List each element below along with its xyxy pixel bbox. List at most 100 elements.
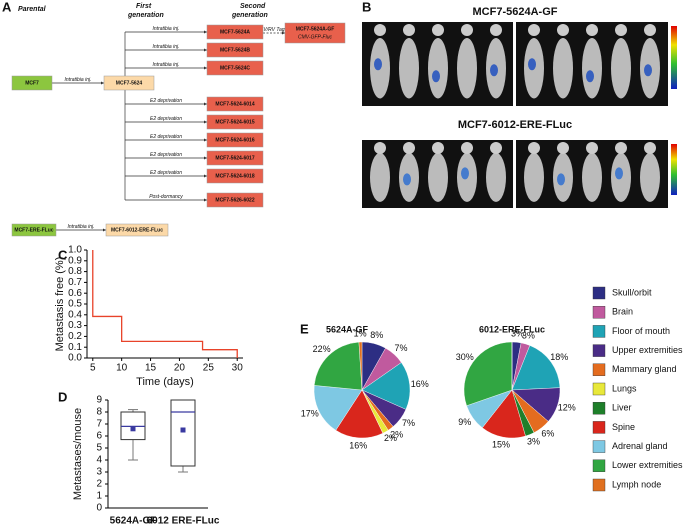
node-box	[206, 168, 264, 184]
edge-label: E2 deprivation	[150, 170, 182, 176]
arrowhead	[103, 228, 106, 232]
edge-label: Intratibia inj.	[153, 62, 180, 68]
y-tick-label: 3	[96, 467, 102, 478]
panel-label: D	[58, 389, 67, 404]
mouse-head	[615, 24, 627, 36]
slice-label: 7%	[402, 418, 415, 428]
color-scale	[671, 144, 677, 195]
node-box	[284, 22, 346, 44]
legend-swatch	[592, 382, 606, 396]
node-sublabel: CMV-GFP-Fluc	[298, 34, 332, 40]
arrowhead	[204, 198, 207, 202]
mouse-head	[432, 142, 444, 154]
legend-swatch	[592, 402, 606, 415]
edge-label: E2 deprivation	[150, 134, 182, 140]
mouse-head	[374, 24, 386, 36]
legend-swatch	[592, 325, 606, 338]
panel-label: E	[300, 321, 309, 336]
mouse	[399, 37, 419, 99]
node-box	[103, 75, 155, 91]
x-axis-label: Time (days)	[136, 376, 194, 388]
mouse-head	[432, 24, 444, 36]
legend-label: Lungs	[612, 383, 637, 393]
pie-slice	[335, 389, 384, 439]
arrowhead	[204, 66, 207, 70]
mouse	[486, 152, 506, 202]
legend-label: Floor of mouth	[612, 326, 670, 336]
legend-swatch	[592, 286, 606, 300]
pie-slice	[463, 341, 513, 406]
mouse-head	[528, 24, 540, 36]
legend-label: Spine	[612, 422, 635, 432]
node-box	[11, 75, 53, 91]
slice-label: 16%	[411, 379, 429, 389]
pie-title: 5624A-GF	[326, 324, 369, 334]
pie-slice	[313, 385, 363, 431]
arrowhead	[101, 81, 104, 85]
signal	[461, 167, 469, 180]
header: generation	[231, 12, 268, 19]
signal	[557, 173, 565, 186]
mouse-head	[586, 142, 598, 154]
legend-swatch	[592, 306, 606, 319]
y-tick-label: 1.0	[68, 245, 82, 256]
node-box	[206, 150, 264, 166]
mouse	[457, 37, 477, 99]
mouse-head	[403, 142, 415, 154]
slice-label: 3%	[522, 331, 535, 341]
signal	[490, 64, 498, 77]
mouse-head	[557, 24, 569, 36]
legend-label: Lower extremities	[612, 460, 683, 470]
signal	[644, 64, 652, 77]
image-title: MCF7-5624A-GF	[473, 6, 558, 18]
slice-label: 17%	[301, 409, 319, 419]
mouse-head	[490, 142, 502, 154]
pie-slice	[358, 341, 363, 391]
legend-swatch	[592, 478, 606, 492]
slice-label: 30%	[456, 352, 474, 362]
y-tick-label: 0.8	[68, 266, 82, 277]
pie-slice	[361, 362, 411, 410]
pie-slice	[314, 341, 363, 391]
y-tick-label: 9	[96, 395, 102, 406]
node-label: MCF7-5624-6017	[215, 155, 254, 161]
slice-label: 1%	[354, 328, 367, 338]
signal	[374, 58, 382, 71]
edge-label: Intratibia inj.	[153, 26, 180, 32]
mouse-head	[557, 142, 569, 154]
mouse	[524, 152, 544, 202]
node-label: MCF7-5624A	[220, 29, 250, 35]
slice-label: 2%	[390, 429, 403, 439]
node-label: MCF7-5624-6015	[215, 119, 254, 125]
pie-title: 6012-ERE-FLuc	[479, 324, 545, 334]
node-box	[206, 60, 264, 76]
edge-label: E2 deprivation	[150, 152, 182, 158]
edge-label: Post-dormancy	[149, 194, 183, 200]
slice-label: 3%	[511, 329, 524, 339]
y-tick-label: 0.2	[68, 331, 82, 342]
y-tick-label: 0.4	[68, 309, 82, 320]
node-box	[105, 223, 169, 237]
legend-swatch	[592, 459, 606, 472]
mouse	[582, 152, 602, 202]
node-label: MCF7-5624A-GF	[296, 26, 335, 32]
node-box	[206, 114, 264, 130]
mouse-head	[528, 142, 540, 154]
signal	[528, 58, 536, 71]
slice-label: 18%	[550, 352, 568, 362]
arrowhead	[204, 120, 207, 124]
slice-label: 8%	[370, 330, 383, 340]
mean	[130, 426, 136, 432]
y-tick-label: 0.6	[68, 288, 82, 299]
line	[92, 250, 238, 358]
panel-label: C	[58, 247, 68, 262]
node-box	[206, 24, 264, 40]
mouse	[640, 152, 660, 202]
slice-label: 9%	[458, 417, 471, 427]
header: generation	[127, 12, 164, 19]
legend-label: Skull/orbit	[612, 287, 652, 297]
y-tick-label: 0	[96, 503, 102, 514]
y-tick-label: 1	[96, 491, 102, 502]
y-tick-label: 2	[96, 479, 102, 490]
